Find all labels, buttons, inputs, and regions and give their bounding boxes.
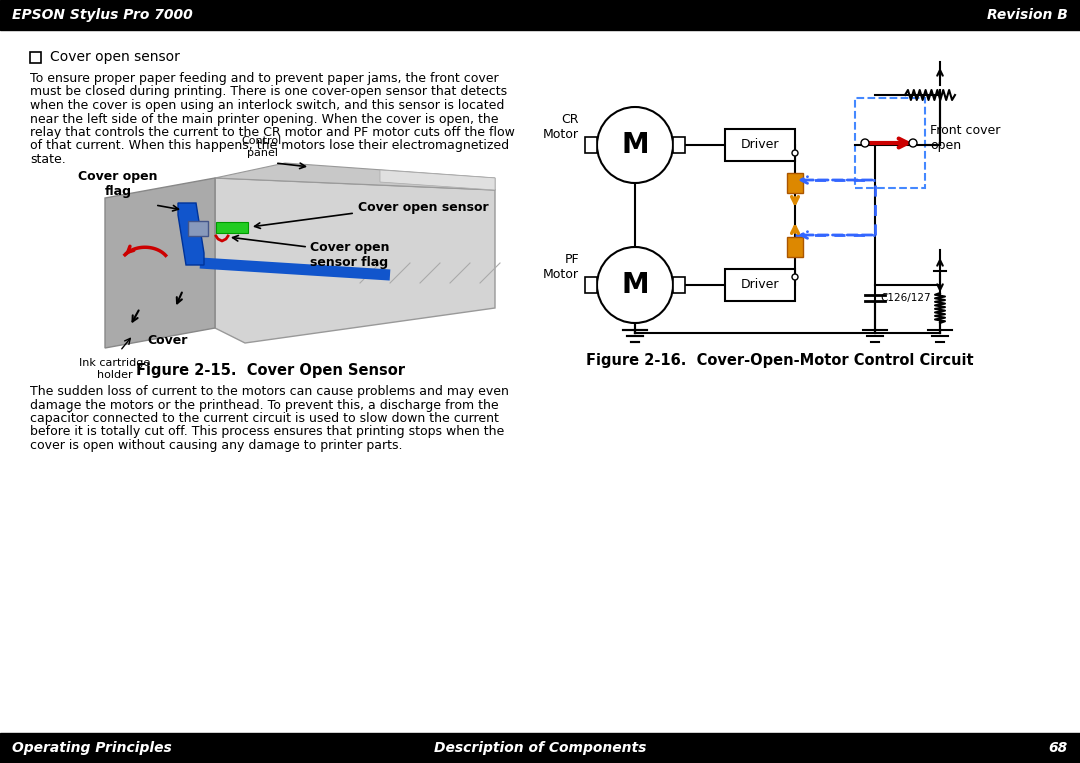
Polygon shape (178, 203, 204, 265)
Text: Control
panel: Control panel (242, 137, 282, 158)
Circle shape (792, 150, 798, 156)
Text: Driver: Driver (741, 139, 780, 152)
Bar (725, 269, 795, 301)
Bar (585, 137, 597, 153)
Text: when the cover is open using an interlock switch, and this sensor is located: when the cover is open using an interloc… (30, 99, 504, 112)
Text: Cover open
sensor flag: Cover open sensor flag (310, 241, 390, 269)
Text: cover is open without causing any damage to printer parts.: cover is open without causing any damage… (30, 439, 403, 452)
Text: Description of Components: Description of Components (434, 741, 646, 755)
Bar (673, 137, 685, 153)
Text: capacitor connected to the current circuit is used to slow down the current: capacitor connected to the current circu… (30, 412, 499, 425)
Bar (585, 277, 597, 293)
Bar (855, 98, 924, 188)
Polygon shape (105, 178, 215, 348)
Polygon shape (215, 163, 495, 190)
Text: relay that controls the current to the CR motor and PF motor cuts off the flow: relay that controls the current to the C… (30, 126, 515, 139)
Text: state.: state. (30, 153, 66, 166)
Text: M: M (621, 131, 649, 159)
Text: Cover open sensor: Cover open sensor (50, 50, 180, 64)
Bar (216, 222, 248, 233)
Text: Ink cartridge
holder: Ink cartridge holder (79, 358, 150, 380)
Text: To ensure proper paper feeding and to prevent paper jams, the front cover: To ensure proper paper feeding and to pr… (30, 72, 499, 85)
Text: EPSON Stylus Pro 7000: EPSON Stylus Pro 7000 (12, 8, 192, 22)
Bar (787, 237, 804, 257)
Bar (673, 277, 685, 293)
Text: M: M (621, 271, 649, 299)
Text: C126/127: C126/127 (880, 293, 931, 303)
Text: of that current. When this happens, the motors lose their electromagnetized: of that current. When this happens, the … (30, 140, 509, 153)
Text: Revision B: Revision B (987, 8, 1068, 22)
Text: The sudden loss of current to the motors can cause problems and may even: The sudden loss of current to the motors… (30, 385, 509, 398)
Text: Cover: Cover (148, 334, 188, 347)
Text: Operating Principles: Operating Principles (12, 741, 172, 755)
Text: PF
Motor: PF Motor (543, 253, 579, 281)
Text: CR
Motor: CR Motor (543, 113, 579, 141)
Bar (188, 221, 208, 236)
Circle shape (792, 274, 798, 280)
Text: Figure 2-15.  Cover Open Sensor: Figure 2-15. Cover Open Sensor (135, 362, 405, 378)
Circle shape (909, 139, 917, 147)
Text: damage the motors or the printhead. To prevent this, a discharge from the: damage the motors or the printhead. To p… (30, 398, 499, 411)
Text: must be closed during printing. There is one cover-open sensor that detects: must be closed during printing. There is… (30, 85, 508, 98)
Text: Driver: Driver (741, 278, 780, 291)
Bar (725, 129, 795, 161)
Bar (0, 733, 1080, 763)
Text: near the left side of the main printer opening. When the cover is open, the: near the left side of the main printer o… (30, 112, 499, 125)
Text: before it is totally cut off. This process ensures that printing stops when the: before it is totally cut off. This proce… (30, 426, 504, 439)
Text: Cover open
flag: Cover open flag (78, 170, 158, 198)
Text: Figure 2-16.  Cover-Open-Motor Control Circuit: Figure 2-16. Cover-Open-Motor Control Ci… (586, 353, 974, 368)
Polygon shape (215, 178, 495, 343)
Circle shape (861, 139, 869, 147)
Circle shape (597, 247, 673, 323)
Text: Front cover
open: Front cover open (930, 124, 1000, 152)
Text: 68: 68 (1049, 741, 1068, 755)
Polygon shape (380, 170, 495, 190)
Bar (787, 173, 804, 193)
Bar (0, 0, 1080, 30)
Bar (30, 52, 41, 63)
Circle shape (597, 107, 673, 183)
Text: Cover open sensor: Cover open sensor (357, 201, 488, 214)
